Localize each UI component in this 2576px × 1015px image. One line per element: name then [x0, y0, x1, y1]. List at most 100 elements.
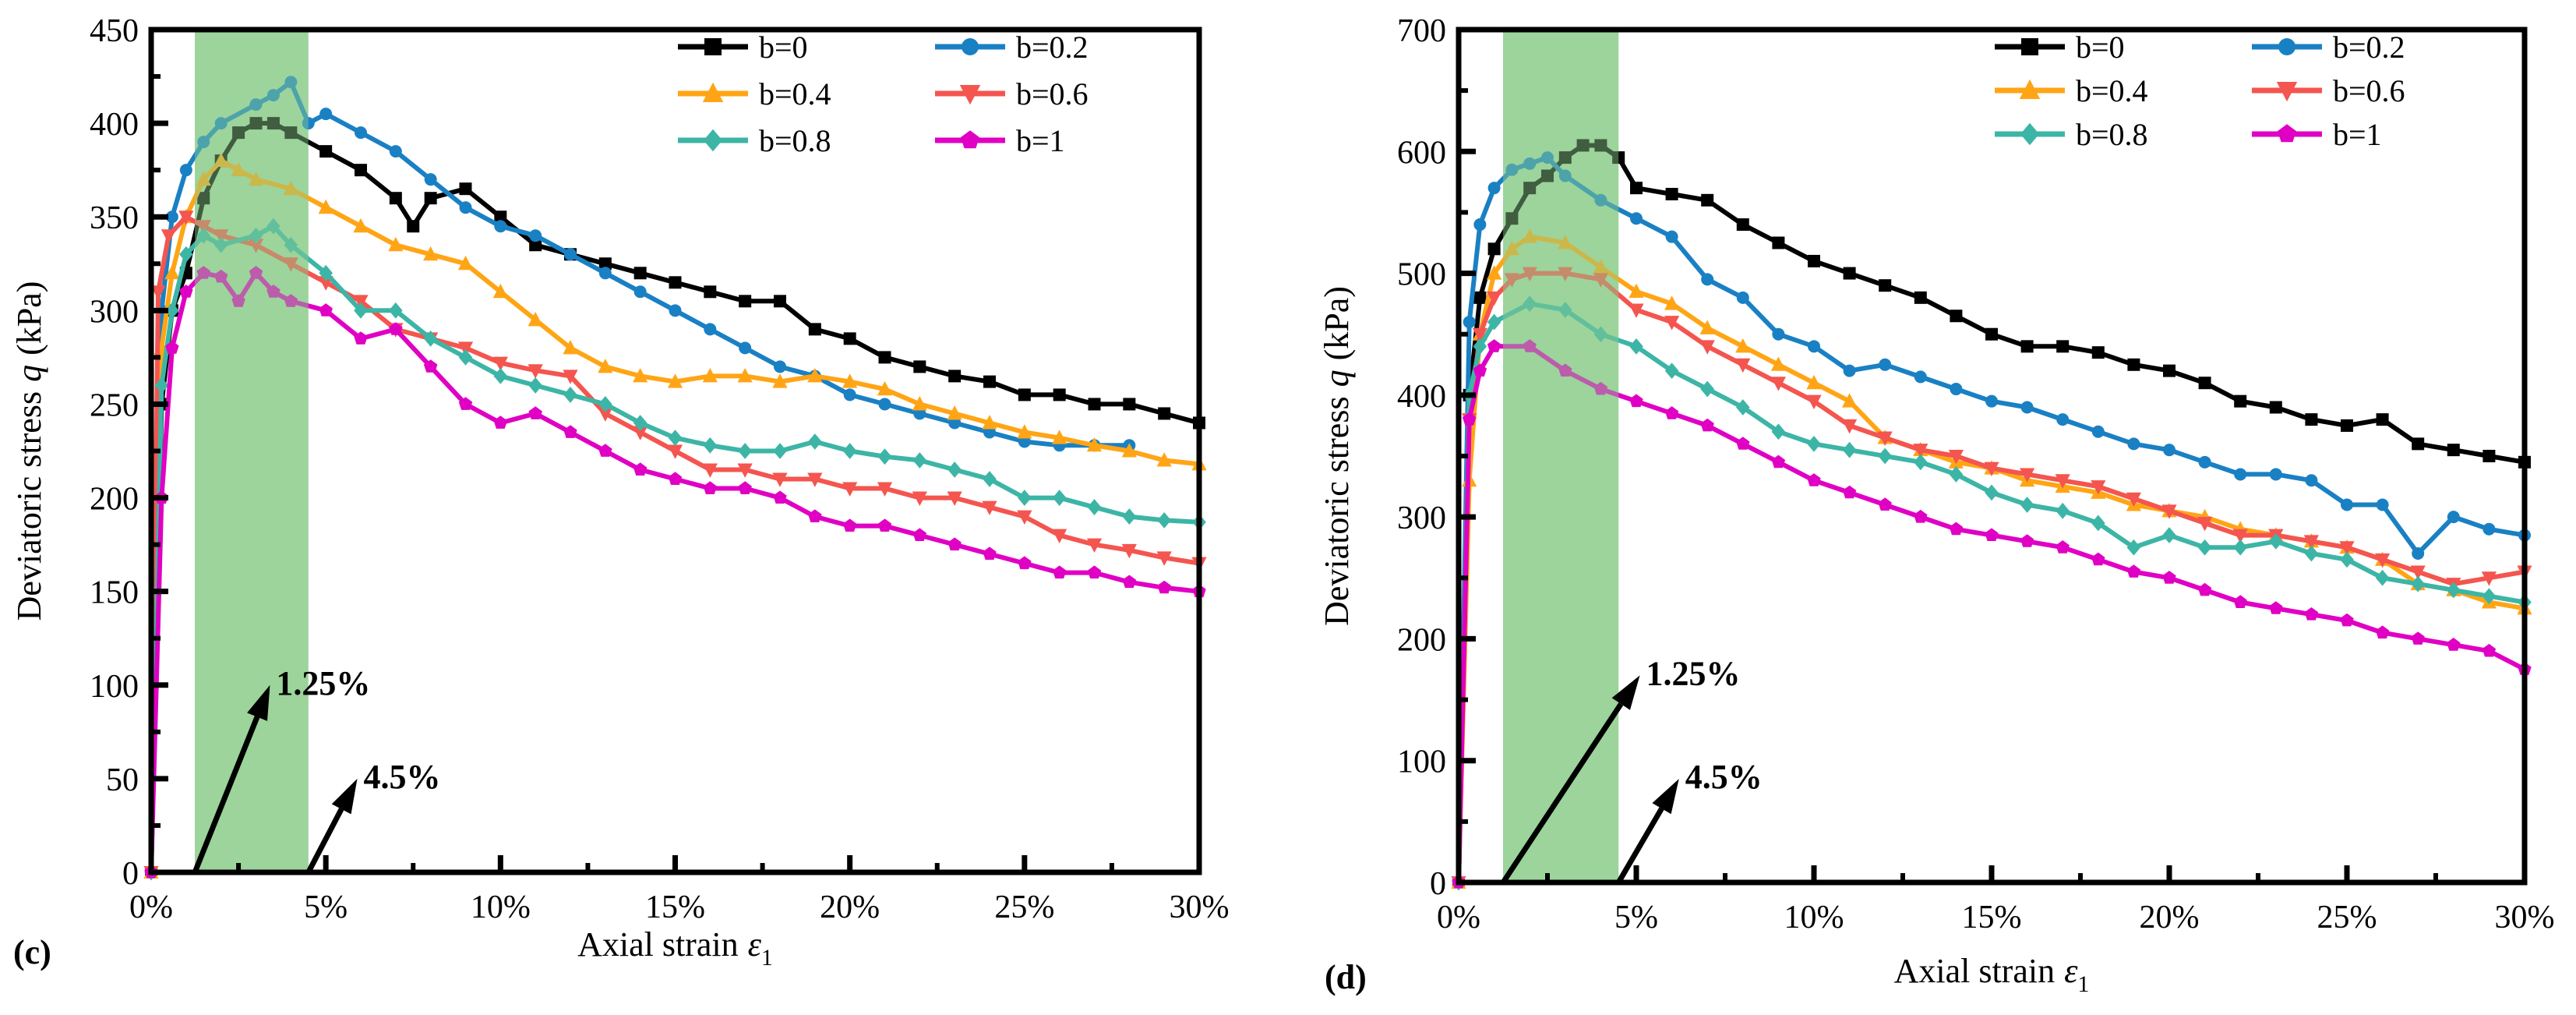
data-point-b=0.8 [266, 218, 281, 235]
data-point-b=0.6 [1156, 551, 1172, 566]
annotation-arrowhead [1652, 779, 1679, 815]
data-point-b=0 [1576, 139, 1590, 152]
data-point-b=1 [2197, 582, 2212, 596]
data-point-b=0.6 [2091, 480, 2106, 495]
data-point-b=0 [1558, 151, 1572, 164]
data-point-b=0 [249, 117, 263, 130]
legend: b=0 b=0.2 b=0.4 b=0.6 b=0.8 b=1 [678, 30, 1089, 158]
data-point-b=0.2 [633, 285, 647, 299]
annotation-arrowhead [331, 778, 358, 815]
data-point-b=1 [249, 266, 263, 279]
data-point-b=0.2 [948, 416, 962, 430]
data-point-b=0.8 [493, 368, 508, 384]
data-point-b=0.8 [1122, 508, 1137, 525]
y-tick-label: 150 [90, 575, 139, 611]
data-point-b=0.8 [249, 227, 263, 244]
y-axis-title: Deviatoric stress q (kPa) [1318, 286, 1356, 626]
annotation-arrowhead [1611, 675, 1640, 710]
legend-marker-b=0.8 [2020, 122, 2040, 146]
data-point-b=0.6 [196, 220, 211, 235]
data-point-b=0 [983, 375, 996, 388]
data-point-b=0 [1594, 139, 1607, 152]
data-point-b=0.6 [178, 210, 194, 225]
legend-label-b=0.8: b=0.8 [2076, 117, 2148, 152]
data-point-b=0.8 [389, 302, 403, 319]
legend-marker-b=0.4 [2019, 79, 2041, 99]
y-tick-label: 0 [122, 856, 139, 892]
data-point-b=0.8 [738, 443, 752, 459]
data-point-b=0.2 [1736, 291, 1749, 304]
data-point-b=1 [1949, 522, 1964, 536]
data-point-b=0.2 [1473, 218, 1487, 232]
data-point-b=0.4 [598, 359, 613, 373]
y-tick-label: 600 [1397, 135, 1446, 171]
data-point-b=1 [947, 537, 962, 551]
x-tick-label: 15% [645, 889, 705, 925]
data-point-b=0 [389, 192, 402, 205]
annotation-label: 1.25% [276, 664, 370, 702]
data-point-b=1 [354, 331, 368, 345]
data-point-b=1 [1558, 363, 1572, 377]
data-point-b=0 [2056, 340, 2070, 353]
data-point-b=0.8 [983, 471, 997, 487]
data-point-b=0.8 [354, 302, 368, 319]
data-point-b=0 [2127, 358, 2140, 371]
y-tick-label: 350 [90, 200, 139, 236]
data-point-b=0.8 [808, 433, 822, 450]
series-b=1 [1452, 339, 2532, 889]
data-point-b=0.4 [492, 283, 508, 299]
data-point-b=0 [948, 370, 962, 383]
data-point-b=0 [913, 360, 926, 373]
data-point-b=0 [2341, 419, 2353, 432]
data-point-b=1 [1523, 339, 1537, 352]
data-point-b=0.2 [843, 388, 856, 401]
data-point-b=0.6 [1522, 267, 1537, 281]
data-point-b=1 [1122, 575, 1137, 589]
legend-label-b=0.2: b=0.2 [2333, 30, 2405, 65]
data-point-b=0.6 [2410, 565, 2426, 580]
x-tick-label: 10% [1784, 900, 1844, 935]
data-point-b=1 [1878, 497, 1892, 511]
data-point-b=0.2 [302, 117, 315, 130]
data-point-b=0.8 [912, 452, 927, 469]
data-point-b=0.4 [1052, 430, 1067, 444]
data-point-b=0 [2412, 437, 2425, 451]
data-point-b=0.6 [633, 426, 648, 440]
legend: b=0 b=0.2 b=0.4 b=0.6 b=0.8 b=1 [1995, 30, 2405, 152]
data-point-b=1 [493, 416, 508, 429]
data-point-b=0.6 [1984, 462, 1999, 477]
legend-marker-b=0 [704, 38, 722, 55]
data-point-b=0 [1879, 279, 1892, 292]
data-point-b=0.8 [196, 227, 211, 244]
data-point-b=0.6 [598, 407, 613, 422]
data-point-b=0 [197, 192, 210, 205]
data-point-b=1 [1985, 528, 1999, 541]
data-point-b=0.2 [598, 267, 612, 280]
data-point-b=0.2 [1843, 364, 1856, 377]
data-point-b=0.6 [1052, 529, 1067, 543]
data-point-b=0.8 [1700, 380, 1714, 398]
data-point-b=0 [2198, 377, 2211, 390]
panel-label: (c) [13, 933, 51, 971]
data-point-b=0.2 [1630, 212, 1643, 225]
data-point-b=0.2 [2376, 498, 2389, 511]
data-point-b=1 [2056, 540, 2070, 553]
data-point-b=0.2 [1914, 370, 1927, 384]
data-point-b=0.8 [773, 443, 787, 459]
data-point-b=0.2 [459, 201, 472, 214]
data-point-b=0.6 [2055, 474, 2070, 489]
data-point-b=0 [2376, 413, 2389, 426]
data-point-b=0.2 [1665, 230, 1678, 243]
data-point-b=1 [2375, 625, 2390, 639]
data-point-b=0 [1736, 218, 1749, 232]
x-tick-label: 30% [1170, 889, 1230, 925]
data-point-b=1 [165, 341, 179, 354]
data-point-b=0 [669, 276, 682, 289]
data-point-b=1 [319, 303, 333, 317]
data-point-b=0 [2447, 444, 2460, 457]
series-b=0 [1452, 139, 2531, 889]
data-point-b=0.8 [1629, 338, 1643, 355]
data-point-b=0 [424, 192, 437, 205]
y-tick-label: 700 [1397, 13, 1446, 49]
